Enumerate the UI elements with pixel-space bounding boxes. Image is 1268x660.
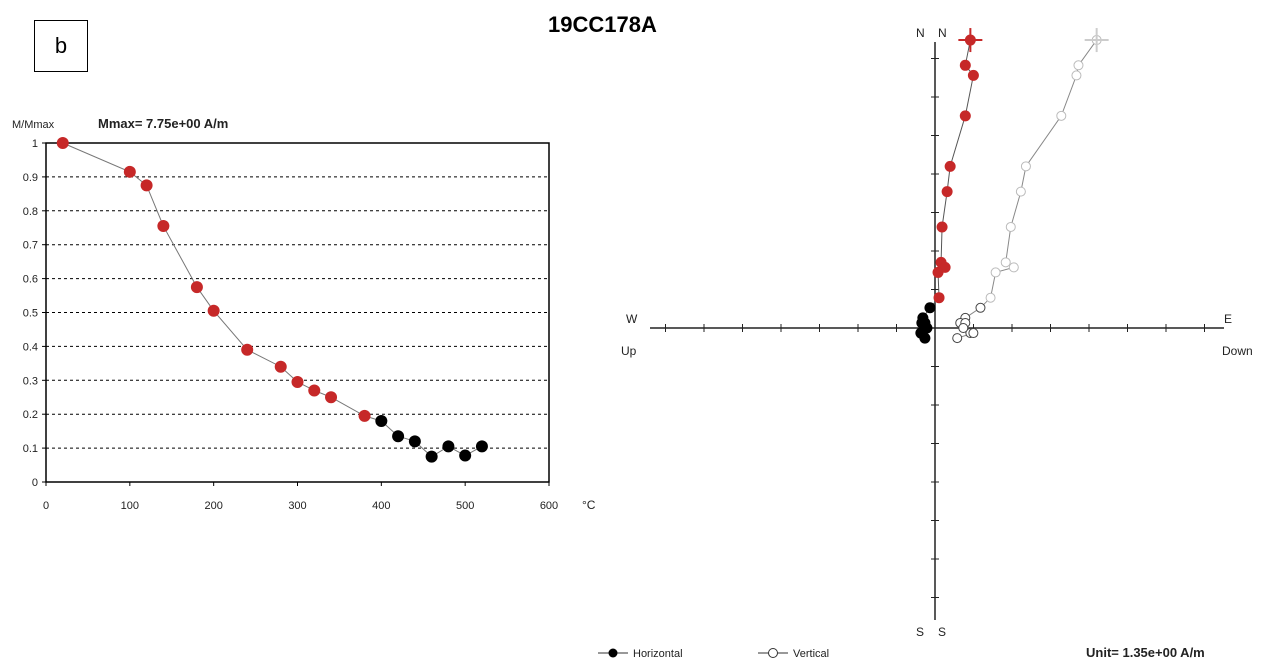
data-point	[375, 414, 388, 427]
tick-labels: 0 0.1 0.2 0.3 0.4 0.5 0.6 0.7 0.8 0.9 1 0 100 200 300 4…	[23, 138, 558, 512]
vertical-line	[957, 39, 1098, 339]
horizontal-point	[924, 302, 936, 314]
data-points	[56, 137, 488, 463]
x-tick-label: 400	[372, 500, 390, 512]
vertical-point	[985, 292, 996, 303]
data-point	[408, 435, 421, 448]
legend-horizontal: Horizontal	[633, 648, 683, 660]
horizontal-point	[933, 292, 945, 304]
vertical-point	[975, 302, 986, 313]
vertical-point	[1073, 60, 1084, 71]
horizontal-point	[932, 266, 944, 278]
horizontal-point	[944, 160, 956, 172]
vertical-point	[1015, 186, 1026, 197]
legend: Horizontal Vertical	[598, 648, 829, 660]
data-point	[475, 440, 488, 453]
zijderveld-points	[915, 28, 1109, 344]
chart-title: 19CC178A	[548, 12, 657, 37]
y-tick-label: 0.1	[23, 443, 38, 455]
s-label-left: S	[916, 625, 924, 639]
ylabel: M/Mmax	[12, 119, 55, 131]
data-point	[442, 440, 455, 453]
up-label: Up	[621, 344, 637, 358]
data-point	[157, 220, 170, 233]
y-tick-label: 0.6	[23, 274, 38, 286]
data-point	[425, 450, 438, 463]
y-tick-label: 0.4	[23, 341, 38, 353]
unit-label: Unit= 1.35e+00 A/m	[1086, 645, 1205, 660]
data-point	[459, 449, 472, 462]
data-point	[190, 281, 203, 294]
legend-horizontal-marker	[608, 648, 618, 658]
y-tick-label: 0	[32, 477, 38, 489]
y-tick-label: 0.7	[23, 240, 38, 252]
e-label: E	[1224, 312, 1232, 326]
x-tick-label: 300	[288, 500, 306, 512]
x-tick-label: 0	[43, 500, 49, 512]
horizontal-point	[936, 221, 948, 233]
data-point	[392, 430, 405, 443]
y-tick-label: 0.9	[23, 172, 38, 184]
gridlines	[42, 142, 550, 486]
data-point	[56, 137, 69, 149]
legend-vertical-marker	[768, 648, 778, 658]
s-label-right: S	[938, 625, 946, 639]
horizontal-point	[941, 186, 953, 198]
y-tick-label: 0.3	[23, 375, 38, 387]
data-point	[140, 179, 153, 192]
data-point	[207, 304, 220, 317]
n-label-left: N	[916, 26, 925, 40]
w-label: W	[626, 312, 638, 326]
data-point	[358, 409, 371, 422]
vertical-point	[1071, 70, 1082, 81]
vertical-point	[1000, 257, 1011, 268]
data-point	[308, 384, 321, 397]
vertical-point	[990, 267, 1001, 278]
horizontal-point	[967, 69, 979, 81]
legend-vertical: Vertical	[793, 648, 829, 660]
down-label: Down	[1222, 344, 1253, 358]
horizontal-point	[919, 332, 931, 344]
data-point	[123, 165, 136, 178]
data-point	[274, 360, 287, 373]
horizontal-point	[959, 110, 971, 122]
y-tick-label: 0.5	[23, 308, 38, 320]
mmax-label: Mmax= 7.75e+00 A/m	[98, 116, 228, 131]
vertical-point	[952, 333, 963, 344]
data-point	[241, 343, 254, 356]
n-label-right: N	[938, 26, 947, 40]
vertical-point	[1056, 110, 1067, 121]
y-tick-label: 1	[32, 138, 38, 150]
x-tick-label: 600	[540, 500, 558, 512]
x-tick-label: 200	[204, 500, 222, 512]
panel-label: b	[34, 20, 88, 72]
vertical-point	[1005, 221, 1016, 232]
x-tick-label: 100	[121, 500, 139, 512]
x-tick-label: 500	[456, 500, 474, 512]
y-tick-label: 0.2	[23, 409, 38, 421]
xunit-label: °C	[582, 498, 596, 512]
data-point	[325, 391, 338, 404]
vertical-point	[1020, 161, 1031, 172]
series-line	[62, 142, 483, 458]
vertical-point	[958, 323, 969, 333]
horizontal-point	[959, 59, 971, 71]
zijderveld-axes	[650, 42, 1224, 620]
vertical-point	[968, 328, 979, 339]
y-tick-label: 0.8	[23, 206, 38, 218]
data-point	[291, 375, 304, 388]
vertical-point	[1008, 262, 1019, 273]
